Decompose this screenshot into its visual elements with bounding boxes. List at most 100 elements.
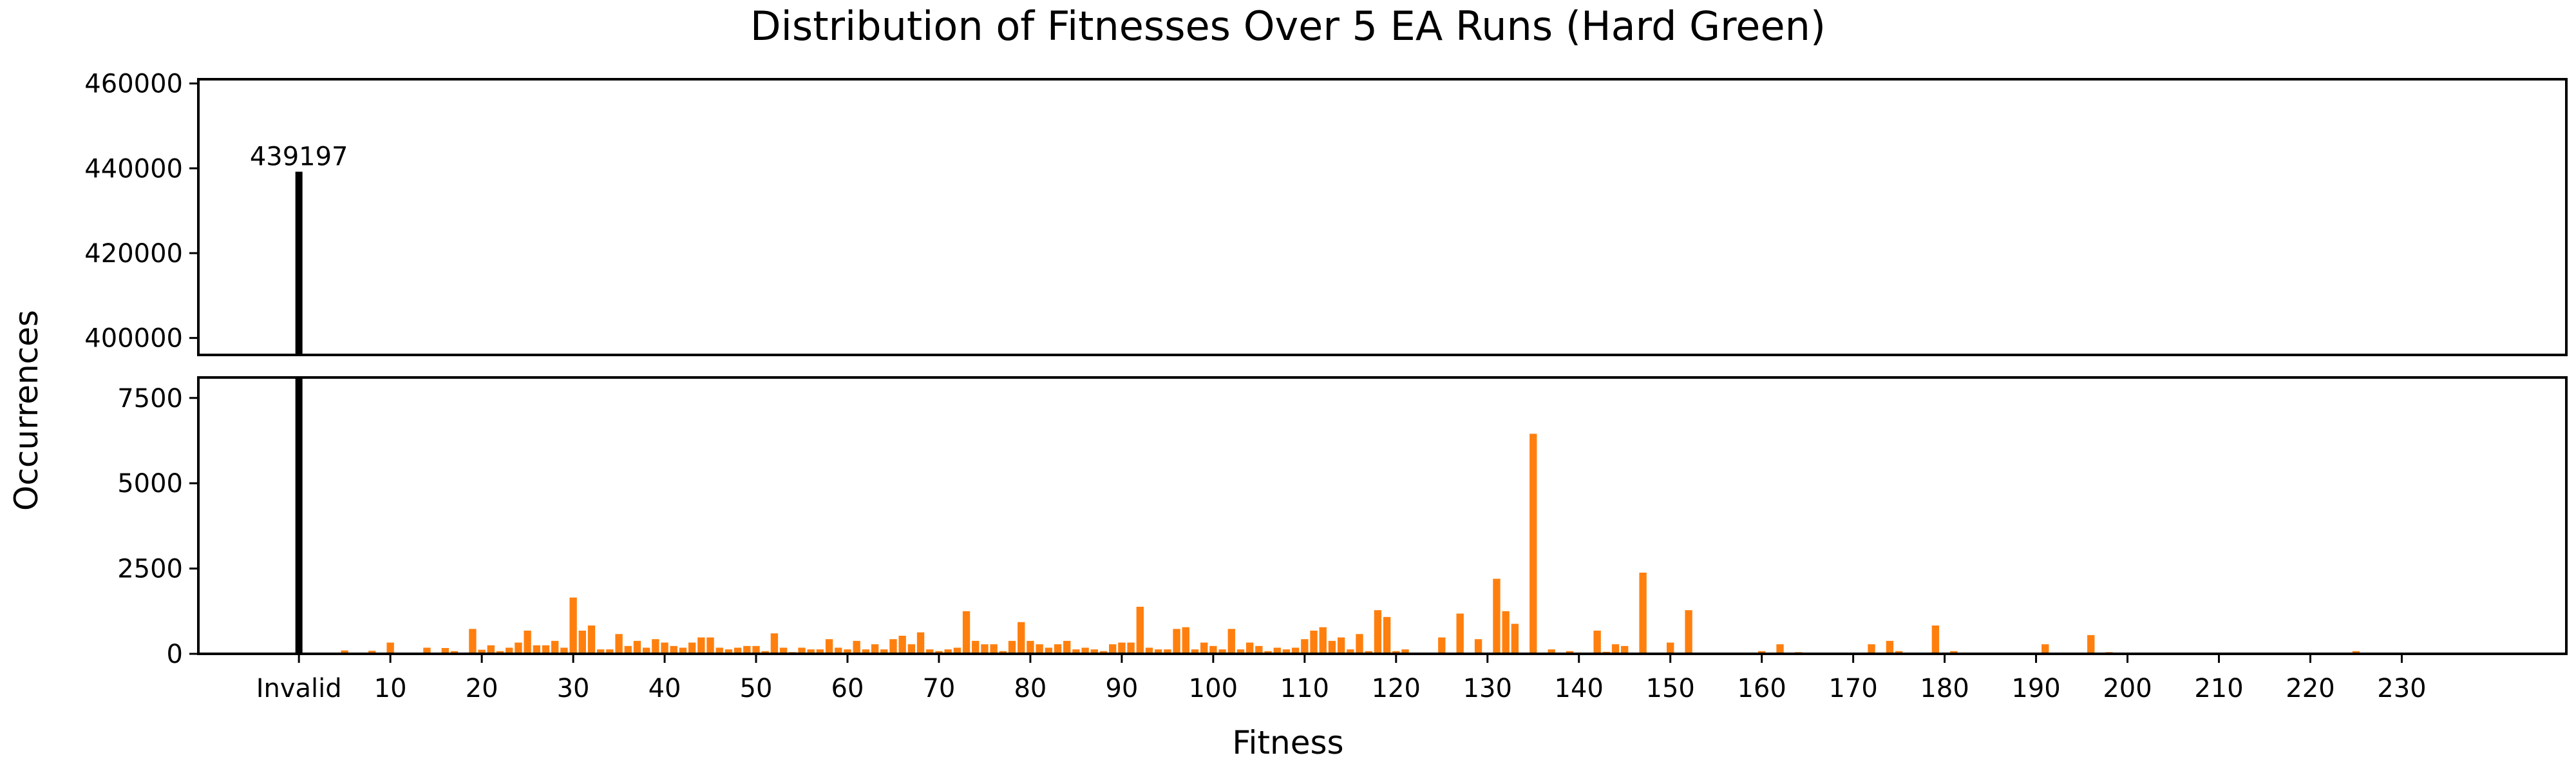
fitness-bar [1264, 651, 1272, 654]
fitness-bar [386, 642, 394, 654]
fitness-bar [880, 649, 888, 654]
fitness-bar [1063, 640, 1071, 654]
invalid-bar-bottom [295, 377, 303, 654]
x-tick-label: 160 [1737, 674, 1786, 703]
fitness-bar [478, 649, 486, 654]
fitness-bar [715, 647, 723, 654]
x-tick-label: 200 [2103, 674, 2152, 703]
fitness-bar [889, 639, 897, 654]
fitness-bar [1136, 606, 1144, 654]
fitness-bar [844, 649, 851, 654]
fitness-bar [1337, 637, 1345, 654]
fitness-bar [1245, 642, 1254, 654]
fitness-bar [1200, 642, 1208, 654]
fitness-bar [981, 644, 989, 654]
fitness-bar [1776, 644, 1784, 654]
x-tick-label: 90 [1105, 674, 1138, 703]
fitness-bar [1886, 640, 1894, 654]
x-tick-label: 30 [557, 674, 590, 703]
fitness-bar [1090, 649, 1098, 654]
fitness-bar [450, 651, 459, 654]
fitness-bar [1218, 649, 1226, 654]
x-tick-label: 230 [2377, 674, 2426, 703]
x-tick-label: 110 [1280, 674, 1329, 703]
invalid-bar-data-label: 439197 [250, 142, 348, 172]
fitness-bar [916, 632, 925, 654]
x-tick-label: 100 [1189, 674, 1238, 703]
fitness-bar [743, 645, 751, 654]
fitness-bar [706, 637, 714, 654]
fitness-bar [953, 647, 961, 654]
fitness-bar [524, 630, 531, 654]
fitness-bar [1072, 649, 1080, 654]
fitness-bar [1008, 640, 1016, 654]
y-tick-label: 0 [167, 640, 183, 669]
fitness-bar [551, 640, 559, 654]
fitness-bar [587, 625, 596, 654]
fitness-bar [642, 647, 650, 654]
fitness-bar [734, 647, 742, 654]
fitness-bar [578, 630, 586, 654]
y-tick-label: 2500 [117, 555, 183, 584]
y-tick-label: 5000 [117, 469, 183, 499]
fitness-bar [1328, 640, 1336, 654]
top-bars [295, 171, 303, 355]
fitness-bar [935, 651, 943, 654]
fitness-bar [1145, 647, 1153, 654]
fitness-bar [1374, 610, 1382, 654]
fitness-bar [542, 645, 550, 654]
fitness-bar [1236, 649, 1245, 654]
fitness-bar [835, 647, 842, 654]
fitness-bar [1054, 644, 1062, 654]
fitness-bar [853, 640, 860, 654]
bottom-bars [295, 377, 2360, 654]
fitness-bar [1356, 634, 1363, 654]
fitness-bar [1401, 649, 1409, 654]
top-y-ticks: 400000 420000 440000 460000 [84, 70, 198, 354]
fitness-bar [679, 647, 687, 654]
fitness-bar [1164, 649, 1171, 654]
fitness-bar [1036, 644, 1043, 654]
fitness-bar [1456, 613, 1464, 654]
x-ticks: Invalid 10 20 30 40 50 60 70 80 90 100 110 120 130 140… [256, 654, 2427, 703]
fitness-bar [469, 629, 477, 654]
fitness-bar [898, 635, 906, 654]
fitness-bar [1209, 645, 1217, 654]
fitness-bar [798, 647, 806, 654]
fitness-bar [770, 633, 779, 654]
fitness-bar [1191, 649, 1199, 654]
fitness-bar [1081, 647, 1089, 654]
fitness-bar [506, 647, 513, 654]
fitness-bar [1301, 639, 1309, 654]
fitness-bar [2087, 635, 2095, 654]
fitness-bar [423, 647, 431, 654]
fitness-bar [1310, 630, 1318, 654]
x-tick-label: 210 [2194, 674, 2243, 703]
fitness-bar [515, 642, 522, 654]
bottom-y-ticks: 0 2500 5000 7500 [117, 384, 198, 669]
fitness-bar [1099, 651, 1108, 654]
fitness-bar [1127, 642, 1135, 654]
fitness-bar [1511, 624, 1519, 654]
fitness-bar [606, 649, 614, 654]
fitness-bar [724, 649, 733, 654]
x-tick-label: 80 [1014, 674, 1046, 703]
fitness-bar [972, 640, 980, 654]
fitness-bar [1895, 651, 1903, 654]
fitness-bar [779, 647, 788, 654]
fitness-bar [1273, 647, 1281, 654]
fitness-bar [1493, 578, 1501, 654]
fitness-bar [761, 651, 769, 654]
x-tick-label: 140 [1555, 674, 1604, 703]
fitness-bar [633, 640, 641, 654]
x-tick-label: 180 [1920, 674, 1969, 703]
fitness-bar [1291, 647, 1300, 654]
x-tick-label: 20 [466, 674, 498, 703]
y-tick-label: 420000 [84, 239, 183, 269]
fitness-bar [1182, 627, 1189, 654]
fitness-bar [871, 644, 879, 654]
fitness-bar [1438, 637, 1446, 654]
fitness-bar [560, 647, 568, 654]
fitness-bar [1255, 645, 1263, 654]
fitness-bar [1685, 610, 1692, 654]
